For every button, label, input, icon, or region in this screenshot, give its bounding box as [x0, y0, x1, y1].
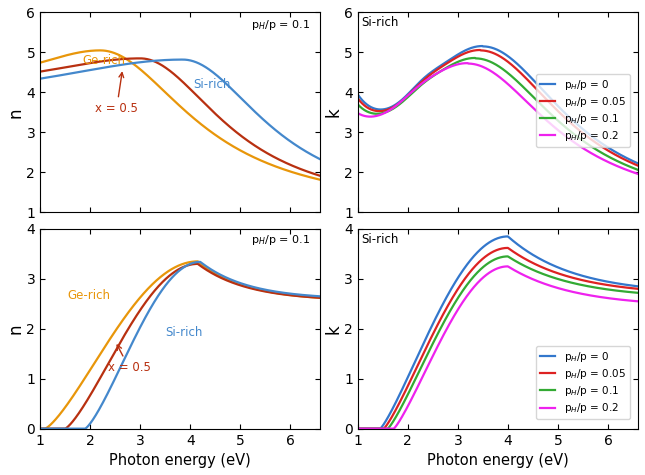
- Text: Si-rich: Si-rich: [362, 16, 399, 28]
- X-axis label: Photon energy (eV): Photon energy (eV): [110, 453, 251, 468]
- Y-axis label: n: n: [7, 107, 25, 117]
- Text: x = 0.5: x = 0.5: [108, 345, 150, 374]
- Text: Ge-rich: Ge-rich: [68, 289, 110, 302]
- Text: Ge-rich: Ge-rich: [83, 54, 126, 67]
- Text: Si-rich: Si-rich: [193, 78, 230, 91]
- Y-axis label: k: k: [324, 107, 342, 117]
- Legend: p$_H$/p = 0, p$_H$/p = 0.05, p$_H$/p = 0.1, p$_H$/p = 0.2: p$_H$/p = 0, p$_H$/p = 0.05, p$_H$/p = 0…: [536, 74, 630, 147]
- Text: p$_H$/p = 0.1: p$_H$/p = 0.1: [252, 19, 310, 32]
- Text: x = 0.5: x = 0.5: [95, 73, 138, 115]
- Text: Si-rich: Si-rich: [165, 326, 203, 339]
- Legend: p$_H$/p = 0, p$_H$/p = 0.05, p$_H$/p = 0.1, p$_H$/p = 0.2: p$_H$/p = 0, p$_H$/p = 0.05, p$_H$/p = 0…: [536, 346, 630, 419]
- Text: p$_H$/p = 0.1: p$_H$/p = 0.1: [252, 233, 310, 247]
- Y-axis label: k: k: [324, 324, 342, 333]
- X-axis label: Photon energy (eV): Photon energy (eV): [427, 453, 569, 468]
- Text: Si-rich: Si-rich: [362, 233, 399, 246]
- Y-axis label: n: n: [7, 323, 25, 334]
